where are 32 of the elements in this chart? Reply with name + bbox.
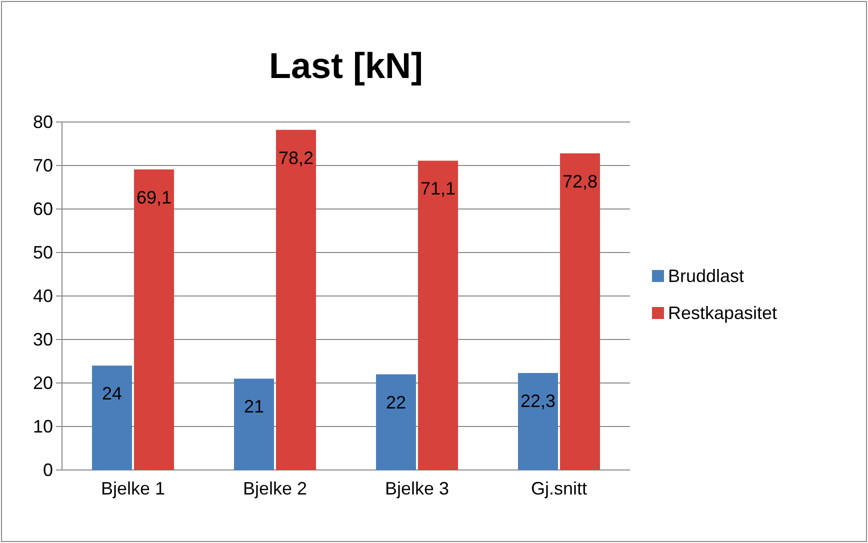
y-tick-label: 70 xyxy=(32,155,53,176)
data-label: 22 xyxy=(386,392,406,412)
bar xyxy=(560,153,600,470)
bar xyxy=(134,169,174,470)
bar xyxy=(92,366,132,470)
chart-title: Last [kN] xyxy=(268,45,424,86)
y-tick-label: 0 xyxy=(42,460,53,480)
data-label: 22,3 xyxy=(520,390,556,411)
data-label: 21 xyxy=(244,396,264,417)
data-label: 72,8 xyxy=(562,171,598,192)
legend-label: Bruddlast xyxy=(668,266,744,286)
y-tick-label: 60 xyxy=(32,198,53,219)
x-tick-label: Bjelke 1 xyxy=(100,478,166,499)
legend-label: Restkapasitet xyxy=(668,303,778,323)
bar xyxy=(376,374,416,470)
y-tick-label: 10 xyxy=(32,416,53,436)
x-tick-label: Gj.snitt xyxy=(530,478,588,499)
bar xyxy=(518,372,558,470)
data-label: 69,1 xyxy=(136,187,172,208)
y-tick-label: 20 xyxy=(32,372,53,393)
x-tick-label: Bjelke 3 xyxy=(384,478,450,499)
y-tick-label: 30 xyxy=(32,329,53,350)
y-tick-label: 50 xyxy=(32,242,53,262)
y-tick-label: 40 xyxy=(32,286,53,306)
data-label: 24 xyxy=(102,384,122,404)
data-label: 71,1 xyxy=(420,178,456,199)
x-tick-label: Bjelke 2 xyxy=(242,478,308,499)
data-label: 78,2 xyxy=(278,148,314,168)
y-tick-label: 80 xyxy=(32,112,53,132)
bar xyxy=(234,378,274,470)
bar xyxy=(276,130,316,470)
bar xyxy=(418,160,458,470)
